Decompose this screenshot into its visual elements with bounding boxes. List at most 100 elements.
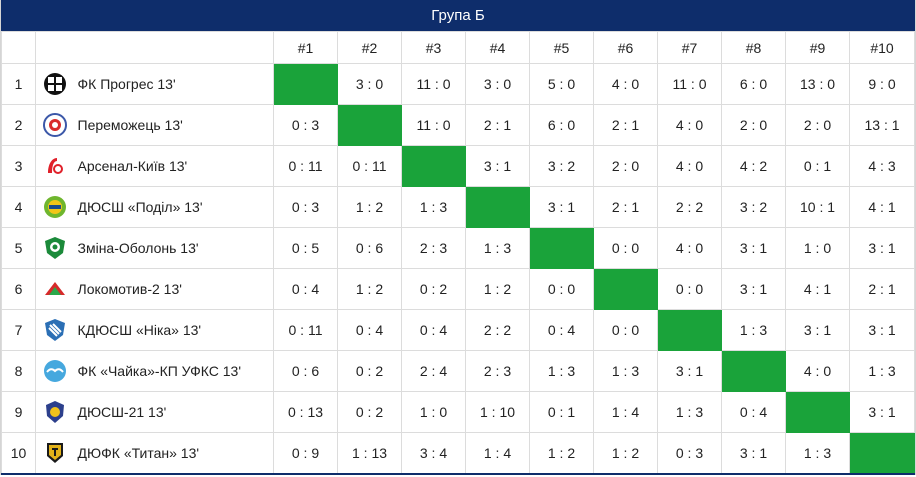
score-cell: 9 : 0 xyxy=(849,63,915,105)
score-cell: 2 : 0 xyxy=(785,104,850,146)
team-name-cell: Зміна-Оболонь 13' xyxy=(73,227,274,269)
score-cell: 0 : 1 xyxy=(785,145,850,187)
progres-crest-icon xyxy=(43,72,67,96)
score-cell: 2 : 0 xyxy=(593,145,658,187)
score-cell: 0 : 3 xyxy=(273,186,338,228)
score-cell: 2 : 0 xyxy=(721,104,786,146)
team-name[interactable]: ДЮСШ-21 13' xyxy=(77,404,167,420)
team-name[interactable]: КДЮСШ «Ніка» 13' xyxy=(77,322,202,338)
score-cell: 4 : 0 xyxy=(657,227,722,269)
score-cell: 0 : 4 xyxy=(401,309,466,351)
peremozhets-crest-icon xyxy=(42,113,67,137)
position-cell: 9 xyxy=(1,391,36,433)
nika-crest-icon xyxy=(43,318,67,342)
score-cell: 2 : 1 xyxy=(849,268,915,310)
score-cell: 0 : 2 xyxy=(401,268,466,310)
results-table: #1 #2 #3 #4 #5 #6 #7 #8 #9 #10 1 ФК Прогрес 13' 3 :… xyxy=(1,31,915,474)
score-cell: 3 : 1 xyxy=(849,309,915,351)
score-cell: 0 : 0 xyxy=(593,227,658,269)
score-cell: 5 : 0 xyxy=(529,63,594,105)
score-cell: 3 : 0 xyxy=(337,63,402,105)
score-cell: 0 : 11 xyxy=(273,309,338,351)
team-name[interactable]: Локомотив-2 13' xyxy=(77,281,182,297)
header-team xyxy=(73,31,274,64)
team-logo-cell xyxy=(35,391,74,433)
team-name[interactable]: Зміна-Оболонь 13' xyxy=(77,240,199,256)
team-name[interactable]: ДЮФК «Титан» 13' xyxy=(77,445,200,461)
score-cell: 0 : 4 xyxy=(721,391,786,433)
score-cell: 3 : 4 xyxy=(401,432,466,474)
score-cell: 11 : 0 xyxy=(401,63,466,105)
score-cell: 13 : 1 xyxy=(849,104,915,146)
score-cell: 0 : 4 xyxy=(273,268,338,310)
self-match-cell xyxy=(337,104,402,146)
score-cell: 4 : 2 xyxy=(721,145,786,187)
score-cell: 2 : 3 xyxy=(401,227,466,269)
score-cell: 0 : 0 xyxy=(593,309,658,351)
score-cell: 0 : 0 xyxy=(529,268,594,310)
team-name[interactable]: Переможець 13' xyxy=(77,117,183,133)
team-logo-cell xyxy=(35,227,74,269)
score-cell: 3 : 1 xyxy=(785,309,850,351)
score-cell: 1 : 3 xyxy=(465,227,530,269)
score-cell: 1 : 13 xyxy=(337,432,402,474)
score-cell: 3 : 1 xyxy=(529,186,594,228)
score-cell: 1 : 3 xyxy=(593,350,658,392)
team-name[interactable]: ДЮСШ «Поділ» 13' xyxy=(77,199,203,215)
team-name-cell: ФК Прогрес 13' xyxy=(73,63,274,105)
self-match-cell xyxy=(849,432,915,474)
team-logo-cell xyxy=(35,432,74,474)
score-cell: 4 : 0 xyxy=(657,104,722,146)
self-match-cell xyxy=(401,145,466,187)
score-cell: 6 : 0 xyxy=(721,63,786,105)
table-header-row: #1 #2 #3 #4 #5 #6 #7 #8 #9 #10 xyxy=(1,31,915,64)
score-cell: 4 : 1 xyxy=(849,186,915,228)
score-cell: 0 : 4 xyxy=(529,309,594,351)
self-match-cell xyxy=(273,63,338,105)
score-cell: 3 : 1 xyxy=(657,350,722,392)
position-cell: 10 xyxy=(1,432,36,474)
score-cell: 10 : 1 xyxy=(785,186,850,228)
team-name[interactable]: ФК Прогрес 13' xyxy=(77,76,176,92)
score-cell: 0 : 9 xyxy=(273,432,338,474)
self-match-cell xyxy=(465,186,530,228)
score-cell: 1 : 3 xyxy=(849,350,915,392)
team-logo-cell xyxy=(35,186,74,228)
score-cell: 1 : 2 xyxy=(529,432,594,474)
score-cell: 3 : 1 xyxy=(721,432,786,474)
lokomotiv-crest-icon xyxy=(43,277,67,301)
team-name[interactable]: ФК «Чайка»-КП УФКС 13' xyxy=(77,363,242,379)
score-cell: 1 : 3 xyxy=(785,432,850,474)
team-name-cell: КДЮСШ «Ніка» 13' xyxy=(73,309,274,351)
score-cell: 3 : 1 xyxy=(721,227,786,269)
podil-crest-icon xyxy=(43,195,67,219)
score-cell: 3 : 1 xyxy=(849,391,915,433)
team-name-cell: ДЮСШ-21 13' xyxy=(73,391,274,433)
score-cell: 2 : 2 xyxy=(657,186,722,228)
header-pos xyxy=(1,31,36,64)
position-cell: 5 xyxy=(1,227,36,269)
arsenal-kyiv-crest-icon xyxy=(43,154,67,178)
score-cell: 1 : 3 xyxy=(529,350,594,392)
team-logo-cell xyxy=(35,268,74,310)
team-name[interactable]: Арсенал-Київ 13' xyxy=(77,158,188,174)
score-cell: 3 : 1 xyxy=(465,145,530,187)
score-cell: 1 : 2 xyxy=(465,268,530,310)
score-cell: 1 : 2 xyxy=(337,186,402,228)
self-match-cell xyxy=(529,227,594,269)
score-cell: 1 : 10 xyxy=(465,391,530,433)
score-cell: 0 : 1 xyxy=(529,391,594,433)
column-header: #6 xyxy=(593,31,658,64)
score-cell: 2 : 2 xyxy=(465,309,530,351)
score-cell: 11 : 0 xyxy=(401,104,466,146)
score-cell: 0 : 6 xyxy=(273,350,338,392)
score-cell: 3 : 0 xyxy=(465,63,530,105)
score-cell: 1 : 3 xyxy=(721,309,786,351)
team-name-cell: Арсенал-Київ 13' xyxy=(73,145,274,187)
